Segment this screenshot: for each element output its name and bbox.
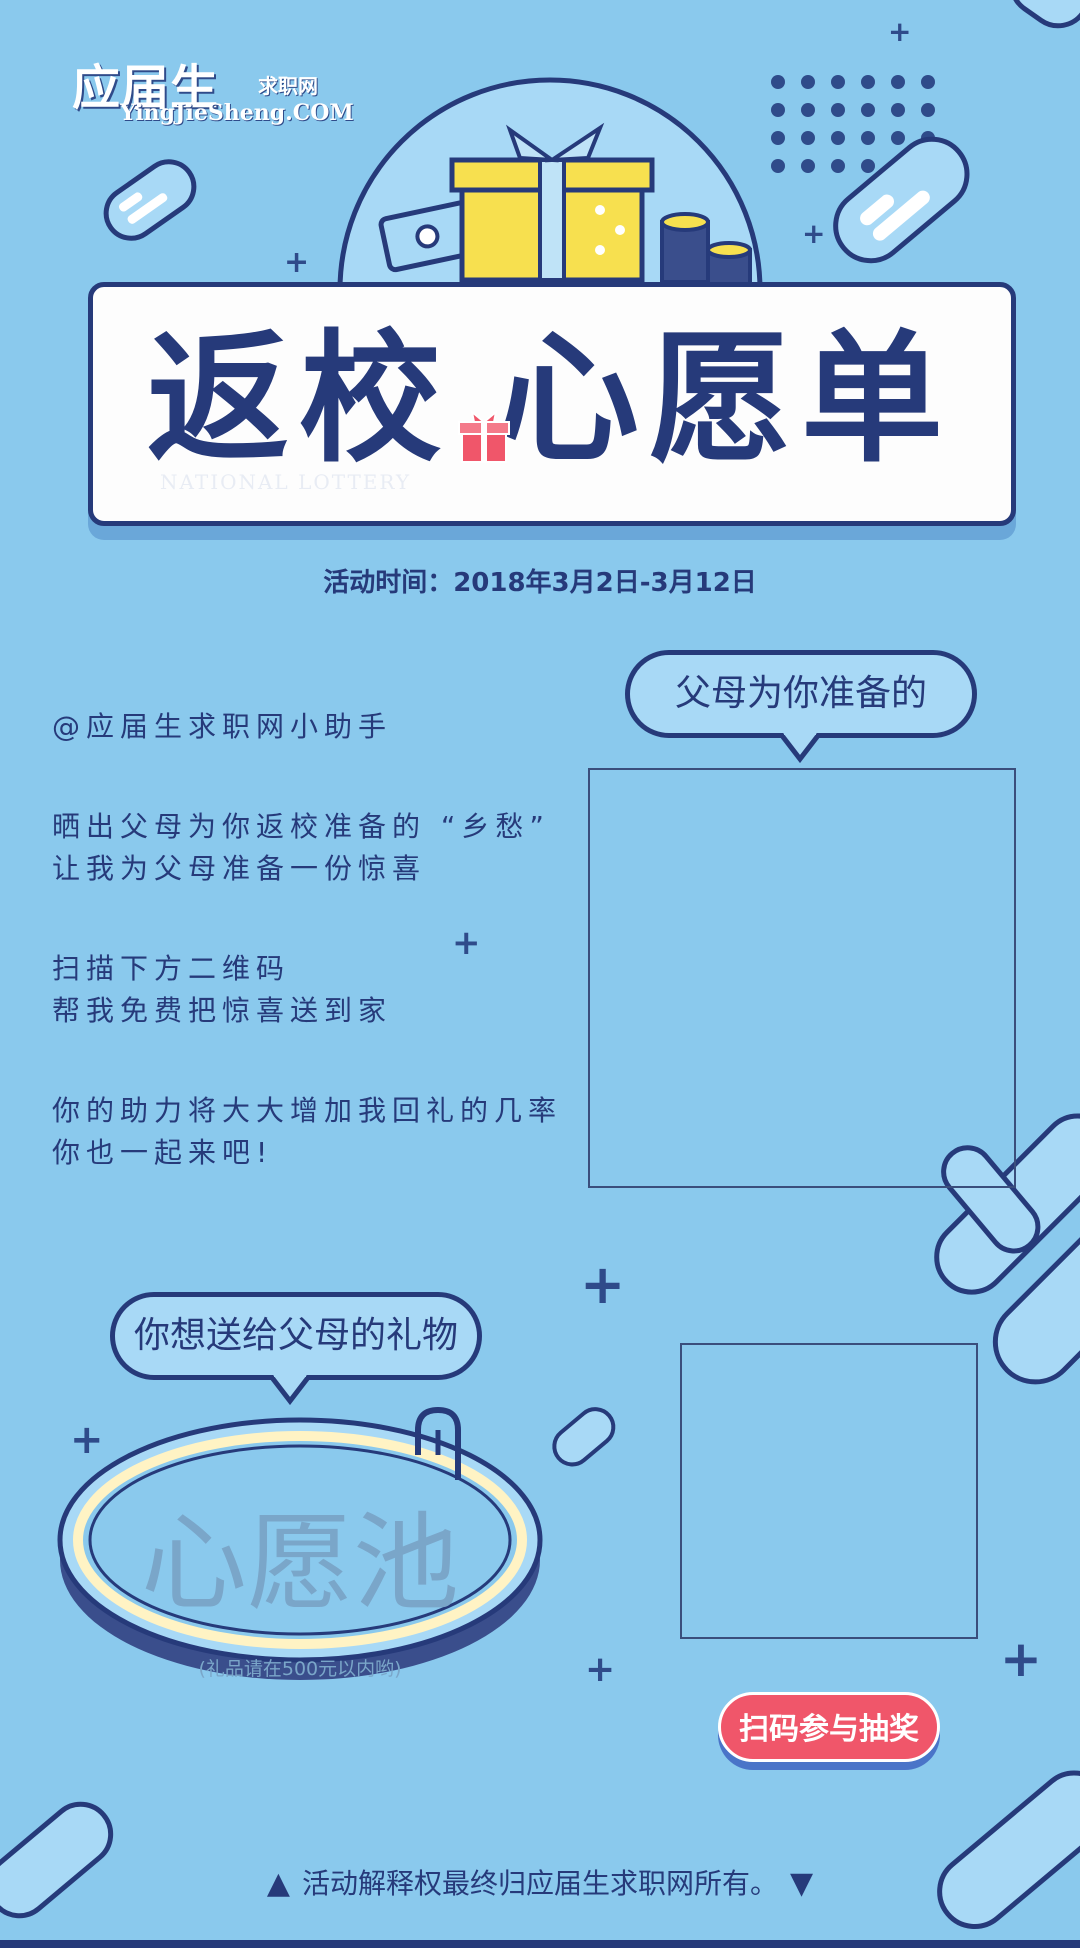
- plus-icon: +: [802, 217, 826, 250]
- page-title: 返校 心愿单: [110, 300, 990, 500]
- qr-code-frame: [680, 1343, 978, 1639]
- message-p1-line1: 晒出父母为你返校准备的 “乡愁”: [52, 810, 550, 843]
- banner-faint-text: NATIONAL LOTTERY: [160, 470, 412, 494]
- comet-shape-left: [103, 159, 197, 241]
- message-p3-line1: 你的助力将大大增加我回礼的几率: [52, 1094, 563, 1127]
- gift-box-shape: [449, 122, 655, 283]
- message-p1-line2: 让我为父母准备一份惊喜: [52, 852, 427, 885]
- parents-prepared-bubble: 父母为你准备的: [625, 650, 977, 738]
- footer-disclaimer: ▲ 活动解释权最终归应届生求职网所有。 ▼: [0, 1862, 1080, 1902]
- plus-icon: +: [888, 15, 912, 48]
- message-p2-line2: 帮我免费把惊喜送到家: [52, 994, 393, 1027]
- logo-main-text: 应届生: [72, 60, 220, 116]
- bottom-border: [0, 1940, 1080, 1948]
- logo-url: YingJieSheng.COM: [120, 100, 354, 126]
- gift-icon: [458, 410, 510, 463]
- wishing-pool-shape: [57, 1406, 543, 1680]
- title-banner: [88, 282, 1016, 526]
- logo-sub-text: 求职网: [258, 74, 318, 98]
- plus-icon: +: [1000, 1630, 1042, 1688]
- wishing-pool-note: (礼品请在500元以内哟): [198, 1658, 402, 1680]
- plus-icon: +: [452, 923, 481, 963]
- triangle-down-icon: ▼: [790, 1866, 814, 1901]
- message-p3-line2: 你也一起来吧!: [52, 1136, 274, 1169]
- message-p2-line1: 扫描下方二维码: [52, 952, 291, 985]
- footer-text: 活动解释权最终归应届生求职网所有。: [301, 1867, 778, 1900]
- comet-shape-bottom-right: [937, 1770, 1080, 1930]
- comet-shape-bottom-left: [0, 1801, 114, 1919]
- pill-shape-top-right: [1009, 0, 1080, 29]
- comet-shape-small: [552, 1407, 616, 1467]
- plus-icon: +: [580, 1253, 626, 1316]
- title-part-1: 返校: [147, 317, 451, 482]
- title-part-2: 心愿单: [497, 317, 953, 482]
- comet-shape-right: [833, 136, 970, 264]
- plus-icon: +: [585, 1649, 616, 1690]
- plus-icon: +: [284, 245, 310, 280]
- scan-lottery-button[interactable]: 扫码参与抽奖: [718, 1692, 940, 1762]
- bubble-tail: [778, 733, 822, 763]
- bubble-tail: [268, 1375, 312, 1405]
- wishing-pool-title: 心愿池: [141, 1502, 459, 1625]
- parents-photo-frame: [588, 768, 1016, 1188]
- gift-wish-bubble: 你想送给父母的礼物: [110, 1292, 482, 1380]
- event-date: 活动时间：2018年3月2日-3月12日: [323, 568, 757, 598]
- mention-text: @应届生求职网小助手: [52, 710, 393, 743]
- triangle-up-icon: ▲: [266, 1866, 290, 1901]
- plus-icon: +: [70, 1417, 104, 1463]
